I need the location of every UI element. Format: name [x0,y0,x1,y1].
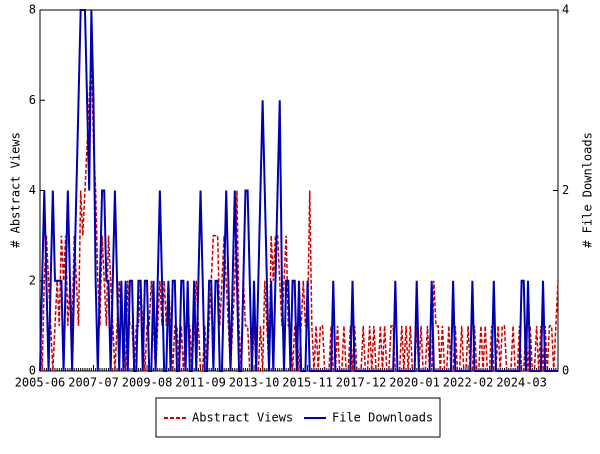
x-tick-label: 2015-11 [282,376,333,390]
y2-tick-label: 4 [562,3,569,17]
x-tick-label: 2022-02 [443,376,494,390]
x-tick-label: 2011-09 [175,376,226,390]
x-tick-label: 2013-10 [229,376,280,390]
y2-axis-label: # File Downloads [581,132,595,248]
x-tick-label: 2009-08 [122,376,173,390]
y-tick-label: 6 [29,93,36,107]
y-axis-label: # Abstract Views [9,132,23,248]
y-tick-label: 2 [29,273,36,287]
x-tick-label: 2007-07 [68,376,119,390]
legend-label: File Downloads [332,411,433,425]
legend-box [155,397,441,438]
x-tick-label: 2005-06 [15,376,66,390]
x-tick-label: 2017-12 [336,376,387,390]
x-tick-label: 2024-03 [496,376,547,390]
legend-label: Abstract Views [192,411,293,425]
y2-tick-label: 2 [562,183,569,197]
x-tick-label: 2020-01 [389,376,440,390]
y-tick-label: 0 [29,364,36,378]
y-tick-label: 4 [29,183,36,197]
y2-tick-label: 0 [562,364,569,378]
y-tick-label: 8 [29,3,36,17]
series-line [39,9,558,372]
